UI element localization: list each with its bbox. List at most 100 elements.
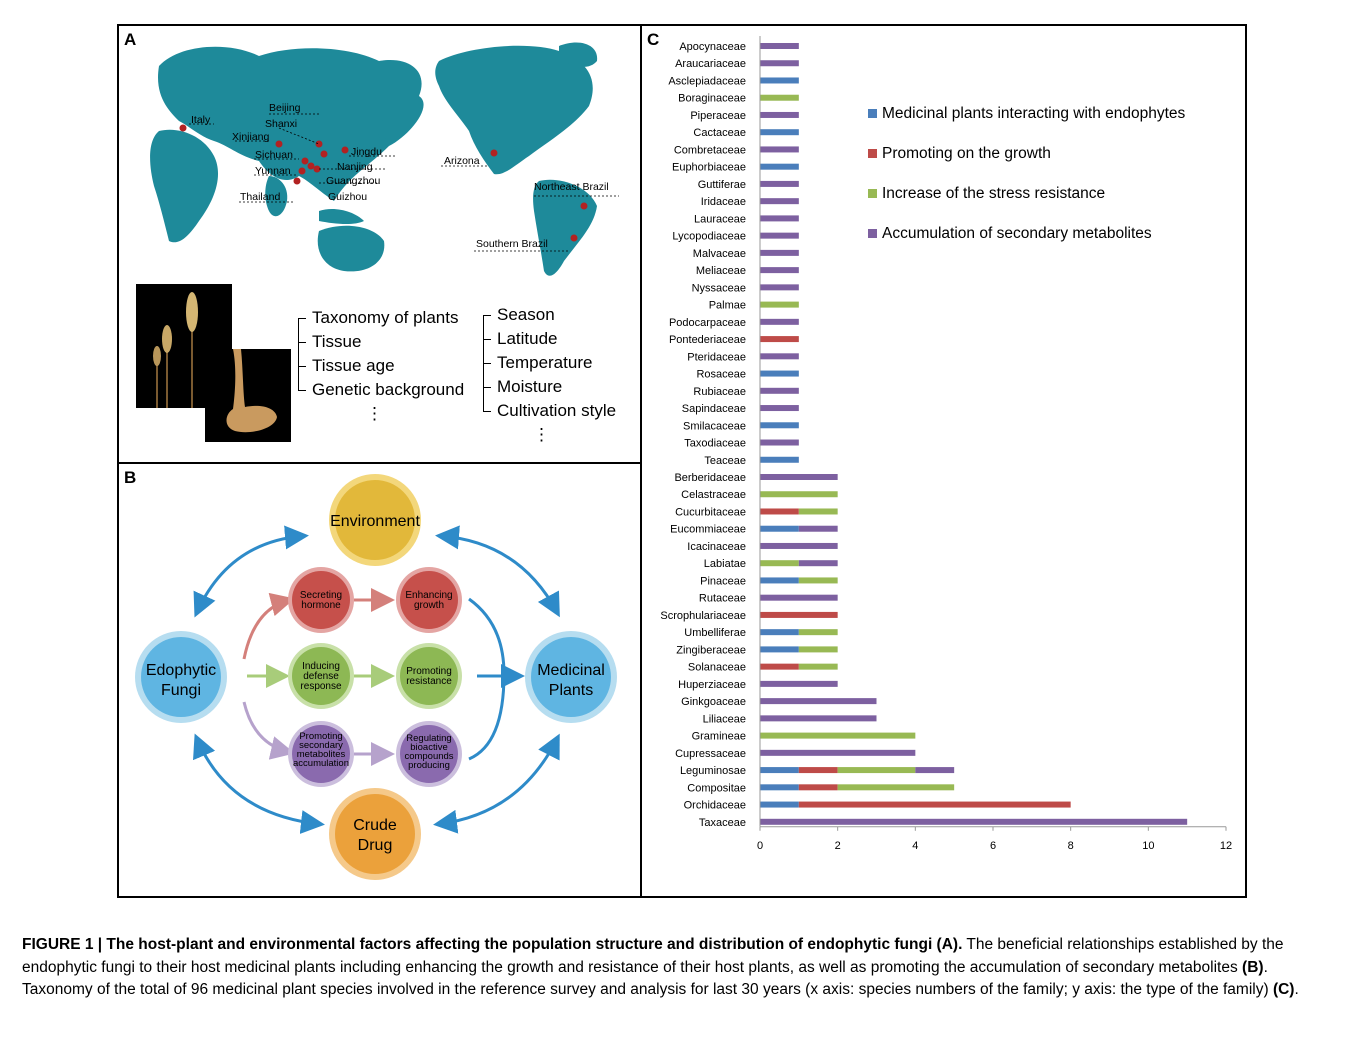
bar-segment [760, 111, 799, 118]
label-southern-brazil: Southern Brazil [476, 238, 548, 250]
svg-text:Medicinal: Medicinal [537, 662, 605, 679]
bar-segment [760, 698, 877, 705]
bar-segment [760, 336, 799, 343]
bar-segment [760, 422, 799, 429]
bar-segment [760, 60, 799, 67]
marker-northeast-brazil [580, 202, 588, 210]
node-fungi: Edophytic Fungi [135, 631, 227, 723]
category-label: Malvaceae [693, 248, 746, 260]
bar-segment [798, 577, 838, 584]
figure-caption: FIGURE 1 | The host-plant and environmen… [22, 934, 1322, 1002]
marker-jingdu [341, 146, 349, 154]
arrow-drug-plants [433, 733, 560, 834]
label-guizhou: Guizhou [328, 191, 367, 203]
bar-segment [760, 180, 799, 187]
label-thailand: Thailand [240, 191, 280, 203]
svg-text:growth: growth [414, 600, 444, 611]
label-arizona: Arizona [444, 155, 480, 167]
arrow-to-secreting [242, 592, 295, 660]
bar-segment [760, 43, 799, 49]
category-label: Solanaceae [688, 662, 746, 674]
category-label: Labiatae [704, 558, 746, 570]
plant-factor-item: Taxonomy of plants [298, 306, 464, 330]
caption-title: FIGURE 1 | The host-plant and environmen… [22, 936, 963, 953]
bar-segment [760, 577, 799, 584]
env-factor-ellipsis: ⋮ [533, 425, 550, 444]
label-beijing: Beijing [269, 102, 301, 114]
legend-swatch [868, 149, 877, 158]
bar-segment [760, 767, 799, 774]
svg-text:Secreting: Secreting [300, 590, 342, 601]
bar-segment [798, 646, 838, 653]
category-label: Icacinaceae [687, 541, 746, 553]
bar-segment [760, 284, 799, 291]
bar-segment [760, 301, 799, 308]
panel-a-letter: A [124, 30, 137, 49]
x-tick-label: 0 [757, 840, 763, 852]
bar-segment [760, 232, 799, 239]
category-label: Umbelliferae [684, 627, 746, 639]
svg-text:Regulating: Regulating [406, 733, 451, 744]
bar-segment [798, 663, 838, 670]
category-label: Zingiberaceae [676, 644, 746, 656]
node-plants: Medicinal Plants [525, 631, 617, 723]
label-nanjing: Nanjing [337, 161, 373, 173]
legend-swatch [868, 109, 877, 118]
x-tick-label: 2 [835, 840, 841, 852]
arrow-to-promoting-secondary [242, 701, 295, 760]
bar-segment [798, 525, 838, 532]
legend-swatch [868, 189, 877, 198]
svg-text:producing: producing [408, 760, 450, 771]
bar-segment [760, 715, 877, 722]
env-factor-item: Moisture [483, 375, 616, 399]
svg-text:Drug: Drug [358, 837, 393, 854]
map-labels: Italy Beijing Shanxi Xinjiang Sichuan Ji… [191, 102, 609, 250]
marker-thailand [293, 177, 301, 185]
category-label: Sapindaceae [682, 403, 746, 415]
marker-yunnan [298, 167, 306, 175]
marker-southern-brazil [570, 234, 578, 242]
node-regulating-bioactive: Regulating bioactive compounds producing [396, 721, 462, 787]
arrow-environment-plants [435, 525, 560, 618]
svg-text:compounds: compounds [404, 751, 453, 762]
legend-label: Medicinal plants interacting with endoph… [882, 105, 1186, 122]
category-label: Palmae [709, 300, 746, 312]
category-label: Pteridaceae [687, 351, 746, 363]
bar-segment [760, 542, 838, 549]
bar-segment [798, 560, 838, 567]
bar-segment [760, 525, 799, 532]
category-label: Cactaceae [693, 127, 746, 139]
bar-segment [798, 629, 838, 636]
category-label: Araucariaceae [675, 58, 746, 70]
node-crude-drug: Crude Drug [329, 788, 421, 880]
svg-text:Plants: Plants [549, 682, 593, 699]
category-label: Scrophulariaceae [660, 610, 746, 622]
x-tick-label: 10 [1142, 840, 1154, 852]
caption-text-1: The beneficial relationships established… [22, 936, 1284, 976]
map-markers [179, 124, 588, 242]
svg-text:Edophytic: Edophytic [146, 662, 216, 679]
bar-segment [798, 508, 838, 515]
arrow-fungi-environment [193, 525, 309, 618]
chart-legend: Medicinal plants interacting with endoph… [868, 105, 1186, 242]
panel-b-letter: B [124, 468, 137, 487]
label-shanxi: Shanxi [265, 118, 297, 130]
label-xinjiang: Xinjiang [232, 131, 270, 143]
bar-segment [837, 784, 955, 791]
label-sichuan: Sichuan [255, 149, 293, 161]
bar-segment [760, 318, 799, 325]
chart-bars [760, 43, 1188, 825]
category-label: Rosaceae [696, 369, 746, 381]
category-label: Taxodiaceae [684, 438, 746, 450]
env-factor-list: Season Latitude Temperature Moisture Cul… [483, 303, 616, 447]
bar-segment [760, 387, 799, 394]
bar-segment [760, 732, 916, 739]
svg-text:Crude: Crude [353, 817, 397, 834]
node-inducing-defense: Inducing defense response [288, 643, 354, 709]
x-tick-label: 12 [1220, 840, 1232, 852]
category-label: Meliaceae [696, 265, 746, 277]
legend-label: Promoting on the growth [882, 145, 1051, 162]
node-promoting-resistance: Promoting resistance [396, 643, 462, 709]
svg-text:Enhancing: Enhancing [405, 590, 452, 601]
bar-segment [760, 353, 799, 360]
